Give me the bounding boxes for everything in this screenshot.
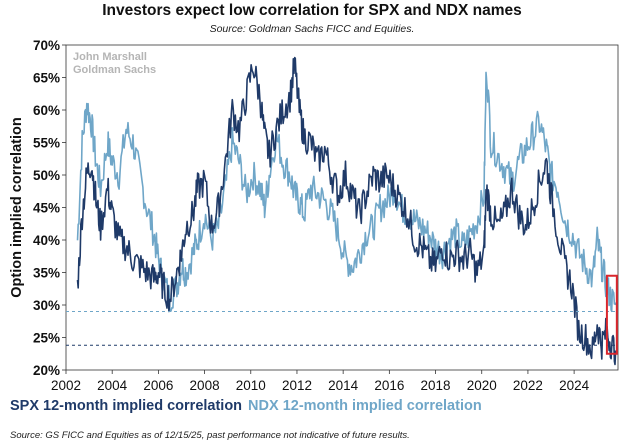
watermark-text: Goldman Sachs bbox=[73, 64, 156, 76]
legend-ndx-label: NDX 12-month implied correlation bbox=[248, 398, 482, 414]
x-tick-label: 2010 bbox=[236, 378, 266, 393]
series-line-spx bbox=[76, 56, 617, 366]
chart-title: Investors expect low correlation for SPX… bbox=[102, 2, 522, 19]
x-tick-label: 2022 bbox=[513, 378, 543, 393]
watermark-text: John Marshall bbox=[73, 51, 147, 63]
y-tick-label: 40% bbox=[33, 233, 60, 248]
y-tick-label: 25% bbox=[33, 331, 60, 346]
y-tick-label: 65% bbox=[33, 71, 60, 86]
x-tick-label: 2008 bbox=[190, 378, 220, 393]
y-tick-label: 30% bbox=[33, 298, 60, 313]
y-tick-label: 60% bbox=[33, 103, 60, 118]
y-tick-label: 70% bbox=[33, 38, 60, 53]
highlight-box bbox=[605, 274, 618, 355]
x-tick-label: 2004 bbox=[97, 378, 128, 393]
x-tick-label: 2018 bbox=[421, 378, 451, 393]
y-tick-label: 55% bbox=[33, 136, 60, 151]
y-tick-label: 45% bbox=[33, 201, 60, 216]
legend: SPX 12-month implied correlation NDX 12-m… bbox=[10, 398, 482, 414]
x-tick-label: 2012 bbox=[282, 378, 312, 393]
y-tick-label: 50% bbox=[33, 168, 60, 183]
x-tick-label: 2002 bbox=[51, 378, 81, 393]
x-tick-label: 2014 bbox=[328, 378, 359, 393]
footnote: Source: GS FICC and Equities as of 12/15… bbox=[10, 430, 410, 441]
y-tick-label: 20% bbox=[33, 363, 60, 378]
x-tick-label: 2024 bbox=[559, 378, 590, 393]
x-tick-label: 2006 bbox=[143, 378, 173, 393]
x-tick-label: 2016 bbox=[374, 378, 404, 393]
x-tick-label: 2020 bbox=[467, 378, 497, 393]
chart-subtitle: Source: Goldman Sachs FICC and Equities. bbox=[209, 23, 415, 35]
legend-spx-label: SPX 12-month implied correlation bbox=[10, 398, 243, 414]
y-axis-label: Option implied correlation bbox=[9, 117, 25, 297]
y-tick-label: 35% bbox=[33, 266, 60, 281]
